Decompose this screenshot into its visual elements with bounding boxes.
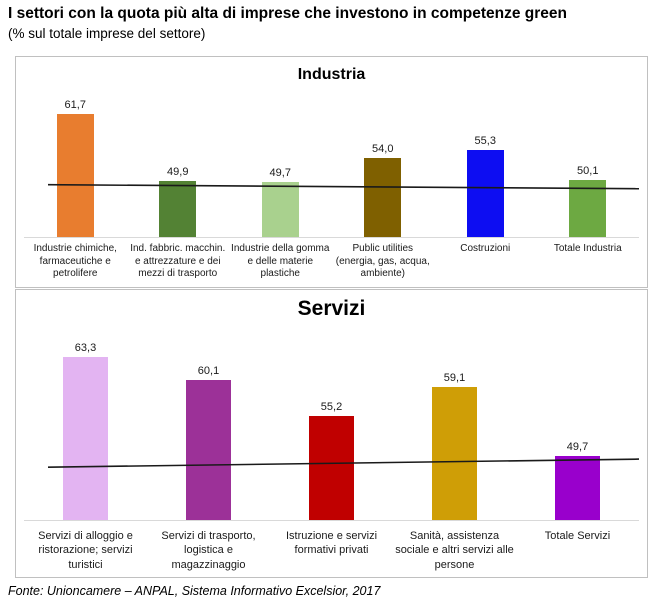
category-label: Servizi di alloggio e ristorazione; serv… <box>38 530 133 571</box>
bar-value-label: 50,1 <box>577 164 599 177</box>
chart-panel-industria: Industria 61,7 49,9 49,7 54,0 55,3 50,1 Indus… <box>15 56 648 288</box>
category-label: Sanità, assistenza sociale e altri servi… <box>395 530 514 571</box>
bar <box>186 379 231 520</box>
chart-panel-servizi: Servizi 63,3 60,1 55,2 59,1 49,7 Servizi di … <box>15 289 648 578</box>
bar-value-label: 61,7 <box>64 98 86 111</box>
bar-column: 49,7 <box>229 167 332 237</box>
category-label: Industrie della gomma e delle materie pl… <box>231 243 330 279</box>
bar-value-label: 59,1 <box>443 372 466 385</box>
chart-title: Servizi <box>297 297 366 320</box>
category-label: Ind. fabbric. macchin. e attrezzature e … <box>130 243 226 279</box>
bar-value-label: 49,7 <box>269 166 291 179</box>
bar-column: 49,7 <box>516 441 639 520</box>
plot-area: 63,3 60,1 55,2 59,1 49,7 Servizi di alloggio… <box>24 342 640 572</box>
bar <box>569 179 607 237</box>
bar-value-label: 49,9 <box>167 165 189 178</box>
bar-column: 50,1 <box>537 165 640 237</box>
category-label: Totale Industria <box>553 243 622 254</box>
bar <box>555 456 600 520</box>
category-axis: Servizi di alloggio e ristorazione; serv… <box>24 521 639 572</box>
category-axis: Industrie chimiche, farmaceutiche e petr… <box>24 238 639 281</box>
page-title: I settori con la quota più alta di impre… <box>8 5 567 22</box>
bar <box>63 356 108 520</box>
bar <box>56 113 94 237</box>
page-subtitle: (% sul totale imprese del settore) <box>8 26 206 41</box>
bar <box>261 181 299 237</box>
category-label: Istruzione e servizi formativi privati <box>285 530 378 557</box>
source-note: Fonte: Unioncamere – ANPAL, Sistema Info… <box>8 584 381 598</box>
category-label: Industrie chimiche, farmaceutiche e petr… <box>33 243 117 279</box>
category-label: Costruzioni <box>460 243 511 254</box>
category-label: Servizi di trasporto, logistica e magazz… <box>161 530 256 571</box>
bar-value-label: 60,1 <box>197 364 220 377</box>
bar-column: 61,7 <box>24 99 127 237</box>
bar <box>466 150 504 237</box>
bar <box>309 415 354 520</box>
bars-row: 61,7 49,9 49,7 54,0 55,3 50,1 <box>24 99 640 238</box>
chart-title: Industria <box>297 66 366 83</box>
bar-column: 63,3 <box>24 341 147 520</box>
bar-column: 59,1 <box>393 372 516 520</box>
category-label: Totale Servizi <box>544 530 611 542</box>
bar <box>159 180 197 237</box>
bar-value-label: 54,0 <box>372 142 394 155</box>
bar-value-label: 55,2 <box>320 400 343 413</box>
bar-column: 60,1 <box>147 365 270 520</box>
bars-row: 63,3 60,1 55,2 59,1 49,7 <box>24 342 639 521</box>
category-label: Public utilities (energia, gas, acqua, a… <box>335 243 430 279</box>
bar-column: 55,2 <box>270 401 393 520</box>
bar-value-label: 63,3 <box>74 341 97 354</box>
bar-column: 54,0 <box>332 142 435 237</box>
bar-value-label: 55,3 <box>474 135 496 148</box>
bar-column: 55,3 <box>434 135 537 237</box>
bar-value-label: 49,7 <box>566 441 589 454</box>
bar-column: 49,9 <box>127 166 230 237</box>
bar <box>432 387 477 520</box>
bar <box>364 157 402 237</box>
plot-area: 61,7 49,9 49,7 54,0 55,3 50,1 Industrie chimi… <box>24 99 640 281</box>
